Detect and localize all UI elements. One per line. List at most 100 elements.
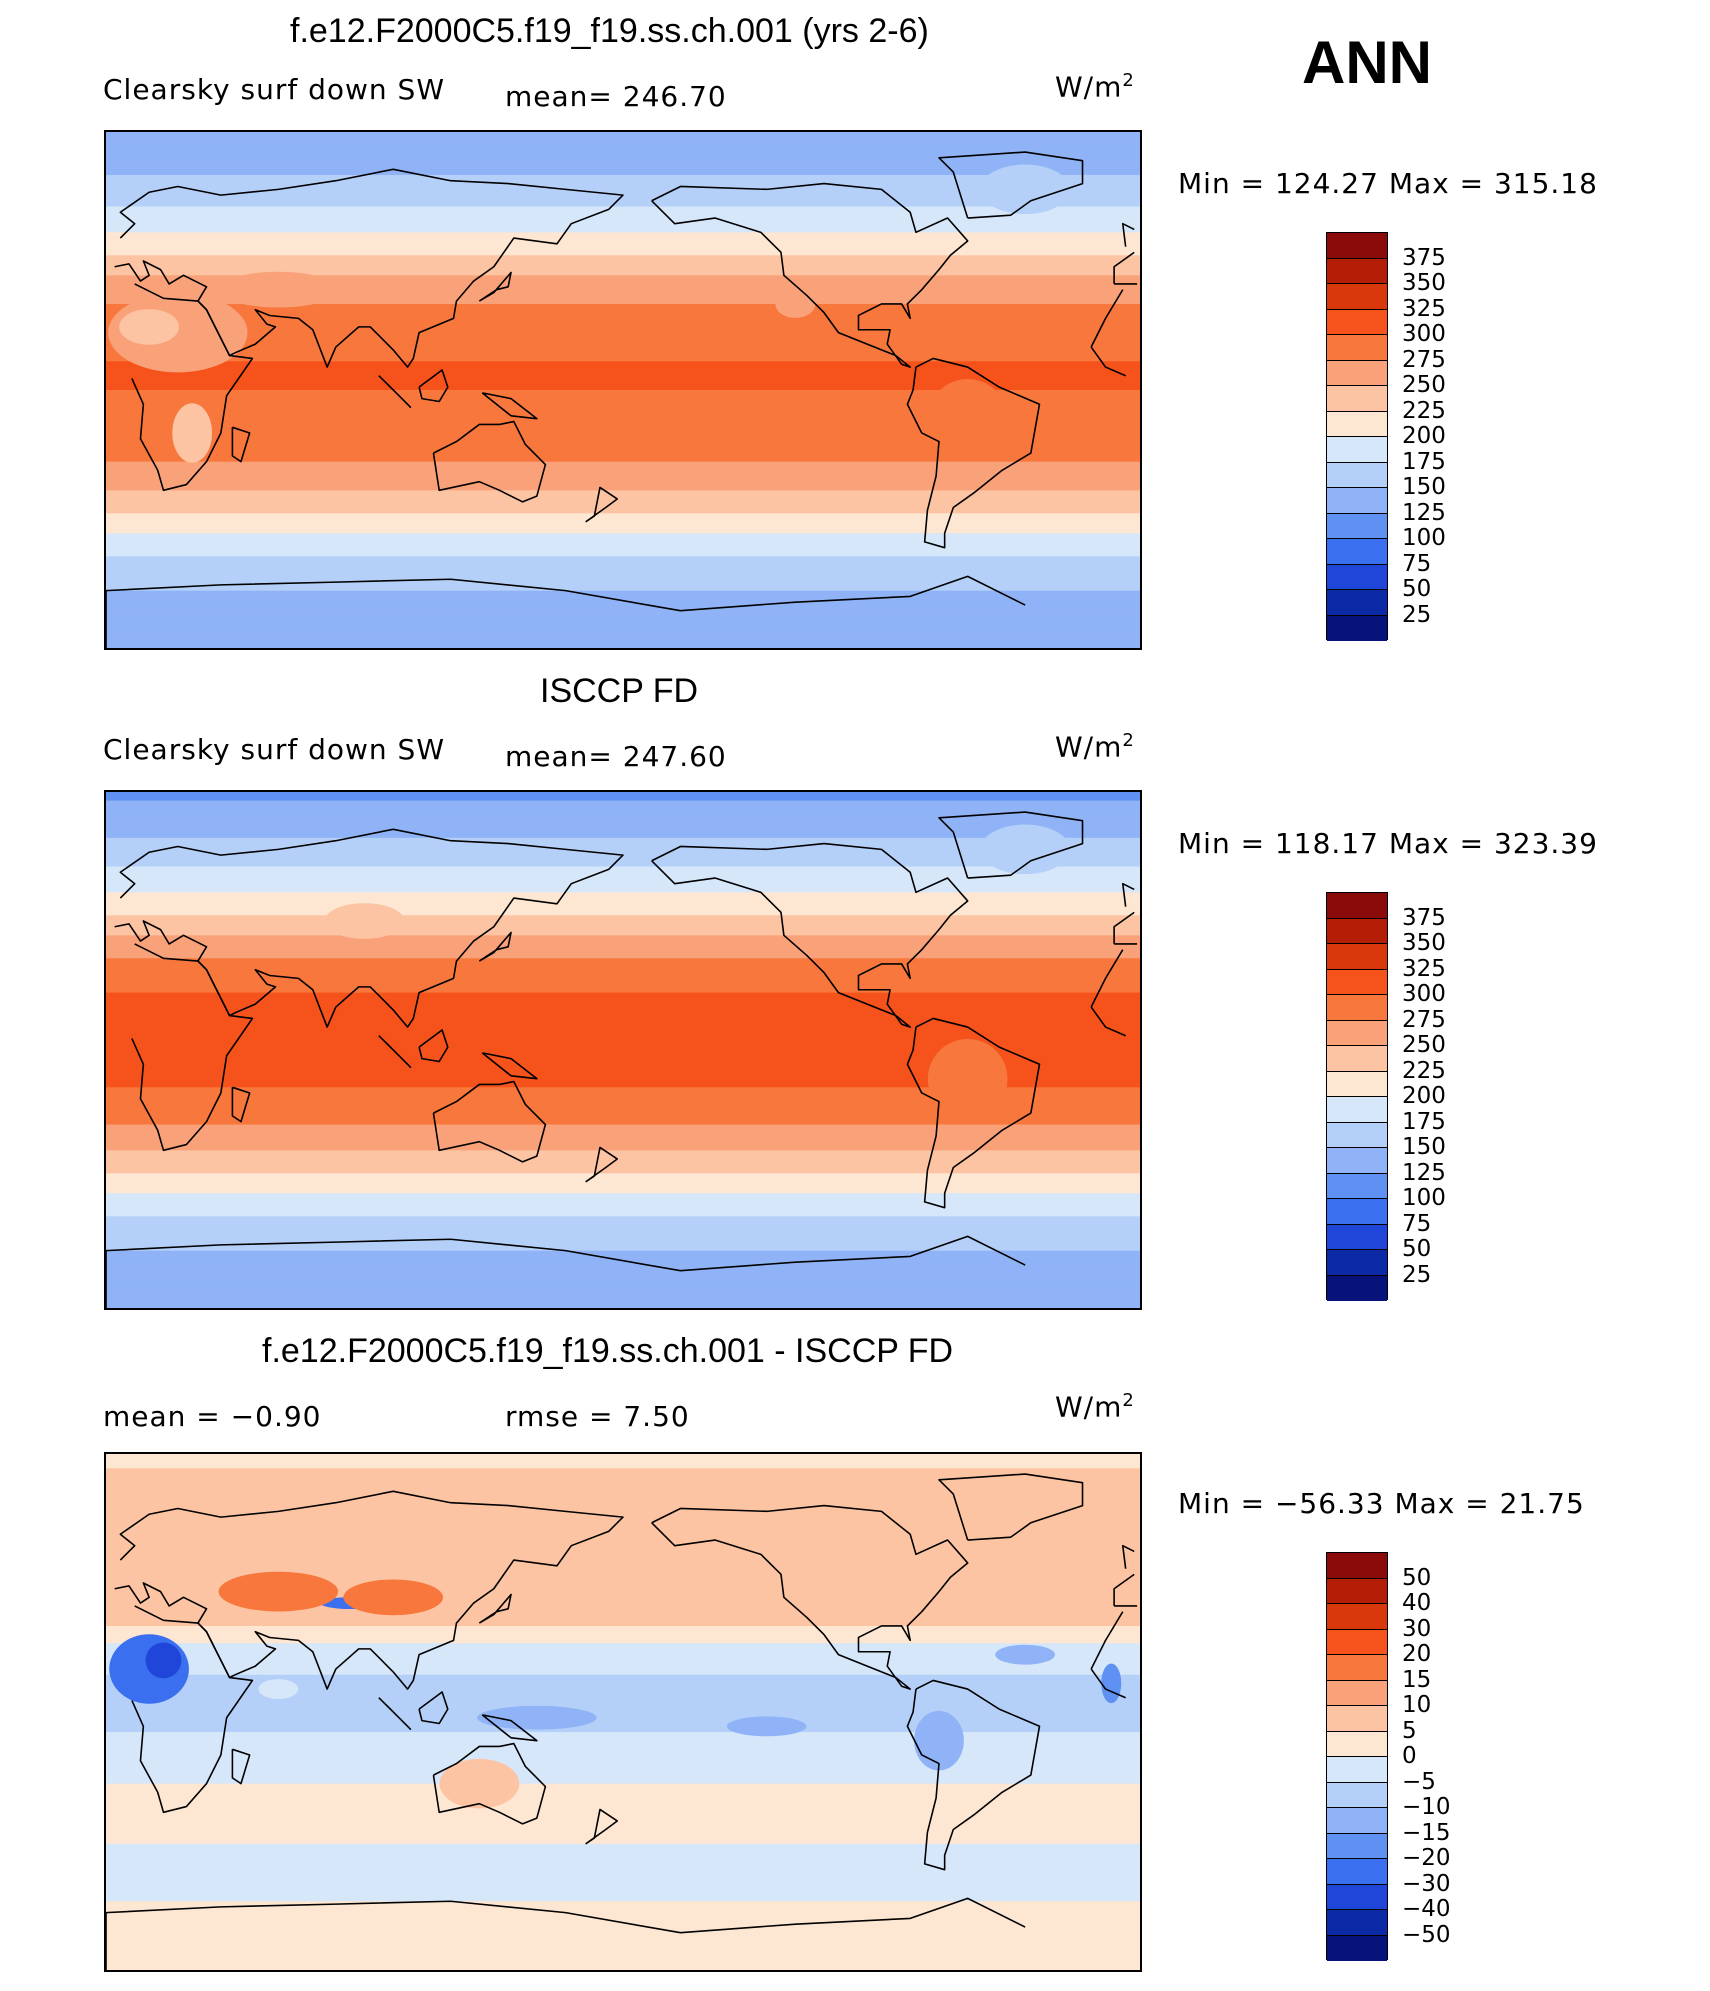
- regional-contour: [775, 290, 816, 318]
- contour-band: [106, 275, 1140, 279]
- contour-band: [106, 1861, 1140, 1865]
- contour-band: [106, 992, 1140, 997]
- contour-band: [106, 1199, 1140, 1203]
- contour-band: [106, 1597, 1140, 1601]
- contour-band: [106, 1147, 1140, 1151]
- coastline: [114, 828, 1138, 1028]
- panel-2-units: W/m2: [1055, 730, 1135, 764]
- contour-band: [106, 955, 1140, 959]
- contour-band: [106, 524, 1140, 529]
- contour-band: [106, 266, 1140, 271]
- coastline: [432, 420, 547, 503]
- contour-band: [106, 1611, 1140, 1616]
- contour-band: [106, 1001, 1140, 1005]
- contour-band: [106, 1113, 1140, 1117]
- contour-band: [106, 1551, 1140, 1555]
- contour-band: [106, 1233, 1140, 1237]
- regional-contour: [119, 309, 179, 345]
- contour-band: [106, 837, 1140, 842]
- contour-band: [106, 826, 1140, 830]
- panel-2-regional-features: [123, 824, 1070, 1119]
- contour-band: [106, 843, 1140, 848]
- contour-band: [106, 943, 1140, 948]
- colorbar-tick-label: 175: [1402, 448, 1446, 475]
- contour-band: [106, 1838, 1140, 1842]
- contour-band: [106, 1462, 1140, 1467]
- contour-band: [106, 1577, 1140, 1581]
- contour-band: [106, 152, 1140, 156]
- panel-1-coastlines: [106, 151, 1138, 648]
- contour-band: [106, 1101, 1140, 1106]
- contour-band: [106, 1150, 1140, 1154]
- colorbar-tick-label: −50: [1402, 1921, 1451, 1948]
- contour-band: [106, 367, 1140, 371]
- contour-band: [106, 1947, 1140, 1951]
- contour-band: [106, 923, 1140, 928]
- contour-band: [106, 1130, 1140, 1134]
- contour-band: [106, 984, 1140, 988]
- contour-band: [106, 1666, 1140, 1670]
- colorbar-swatch: [1327, 944, 1387, 970]
- contour-band: [106, 1187, 1140, 1192]
- contour-band: [106, 1557, 1140, 1561]
- contour-band: [106, 1485, 1140, 1489]
- contour-band: [106, 381, 1140, 385]
- colorbar-swatch: [1327, 1706, 1387, 1732]
- panel-3-mean-label: mean = −0.90: [103, 1400, 322, 1433]
- contour-band: [106, 1262, 1140, 1266]
- contour-band: [106, 243, 1140, 248]
- contour-band: [106, 1789, 1140, 1793]
- contour-band: [106, 1651, 1140, 1656]
- regional-contour: [995, 1644, 1055, 1665]
- season-label: ANN: [1302, 29, 1432, 96]
- colorbar-swatch: [1327, 615, 1387, 641]
- regional-contour: [123, 1022, 204, 1078]
- contour-band: [106, 464, 1140, 468]
- colorbar-tick-label: 50: [1402, 1564, 1432, 1591]
- panel-3-map: [104, 1452, 1142, 1972]
- contour-band: [106, 347, 1140, 351]
- contour-band: [106, 909, 1140, 913]
- contour-band: [106, 1720, 1140, 1725]
- contour-band: [106, 1757, 1140, 1762]
- contour-band: [106, 197, 1140, 202]
- contour-band: [106, 1522, 1140, 1527]
- colorbar-swatch: [1327, 284, 1387, 310]
- contour-band: [106, 1164, 1140, 1169]
- contour-band: [106, 820, 1140, 825]
- colorbar-tick-label: 250: [1402, 1032, 1446, 1058]
- contour-band: [106, 1502, 1140, 1507]
- contour-band: [106, 547, 1140, 552]
- contour-band: [106, 1476, 1140, 1481]
- colorbar-swatch: [1327, 564, 1387, 590]
- contour-band: [106, 1296, 1140, 1300]
- contour-band: [106, 444, 1140, 448]
- contour-band: [106, 263, 1140, 268]
- contour-band: [106, 1201, 1140, 1206]
- contour-band: [106, 1505, 1140, 1510]
- regional-contour: [343, 1579, 444, 1616]
- contour-band: [106, 1786, 1140, 1790]
- regional-contour: [218, 271, 339, 308]
- contour-band: [106, 189, 1140, 193]
- contour-band: [106, 513, 1140, 517]
- contour-band: [106, 1015, 1140, 1020]
- contour-band: [106, 642, 1140, 646]
- colorbar-tick-label: 5: [1402, 1717, 1417, 1744]
- contour-band: [106, 1474, 1140, 1478]
- contour-band: [106, 1565, 1140, 1570]
- contour-band: [106, 559, 1140, 563]
- colorbar-tick-label: 325: [1402, 955, 1446, 982]
- contour-band: [106, 1614, 1140, 1618]
- contour-band: [106, 1213, 1140, 1217]
- contour-band: [106, 1605, 1140, 1610]
- regional-contour: [439, 1758, 520, 1809]
- contour-band: [106, 338, 1140, 342]
- panel-1-mean-label: mean= 246.70: [505, 80, 727, 113]
- contour-band: [106, 1285, 1140, 1289]
- contour-band: [106, 622, 1140, 626]
- regional-contour: [352, 369, 377, 382]
- colorbar-tick-label: 100: [1402, 525, 1446, 551]
- contour-band: [106, 235, 1140, 239]
- contour-band: [106, 1898, 1140, 1902]
